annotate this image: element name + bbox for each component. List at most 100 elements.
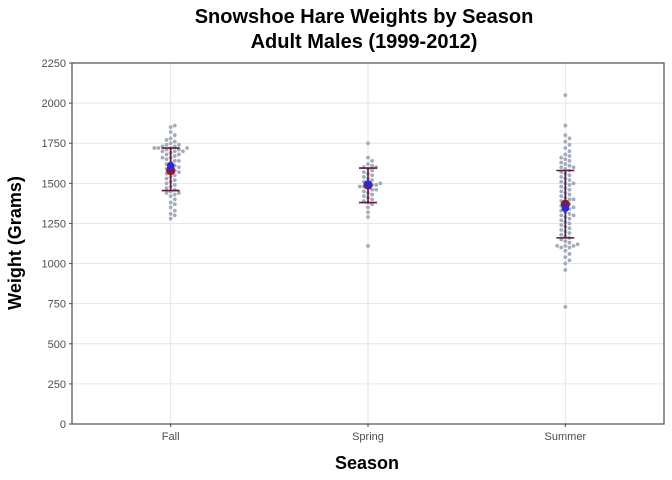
data-point	[567, 226, 572, 231]
data-point	[563, 304, 568, 309]
data-point	[362, 189, 366, 194]
data-point	[362, 170, 366, 175]
data-point	[563, 139, 568, 144]
y-tick-label: 0	[60, 419, 66, 431]
x-axis-title: Season	[335, 453, 399, 473]
data-point	[563, 162, 568, 166]
data-point	[172, 173, 177, 178]
data-point	[571, 181, 576, 186]
data-point	[559, 175, 564, 179]
data-point	[567, 173, 572, 178]
data-point	[559, 165, 564, 170]
data-point	[559, 213, 564, 218]
data-point	[559, 223, 564, 227]
data-point	[164, 157, 169, 162]
data-point	[362, 194, 366, 199]
data-point	[176, 142, 181, 147]
data-point	[567, 136, 572, 141]
data-point	[374, 187, 379, 192]
data-point	[172, 178, 177, 183]
data-point	[370, 192, 374, 197]
data-point	[168, 211, 173, 216]
y-tick-label: 1500	[42, 178, 66, 190]
data-point	[571, 205, 576, 210]
data-point	[168, 141, 173, 146]
data-point	[172, 133, 177, 138]
data-point	[555, 244, 560, 248]
data-point	[567, 163, 572, 168]
data-point	[571, 165, 576, 170]
data-point	[559, 184, 564, 189]
data-point	[563, 152, 568, 157]
data-point	[374, 183, 379, 187]
data-point	[164, 142, 169, 147]
data-point	[563, 255, 568, 260]
data-point	[366, 155, 370, 160]
data-point	[366, 205, 370, 210]
data-point	[168, 205, 173, 210]
data-point	[156, 146, 161, 150]
data-point	[567, 158, 572, 163]
data-point	[559, 245, 564, 250]
data-point	[168, 216, 173, 221]
y-tick-label: 750	[48, 299, 66, 311]
x-tick-label: Fall	[162, 431, 180, 443]
data-point	[571, 213, 576, 218]
data-point	[357, 184, 362, 189]
data-point	[559, 194, 564, 199]
data-point	[366, 215, 370, 219]
mean-marker	[364, 180, 372, 188]
data-point	[172, 213, 177, 218]
data-point	[172, 158, 177, 163]
data-point	[563, 248, 568, 253]
data-point	[571, 197, 576, 202]
y-tick-label: 1750	[42, 138, 66, 150]
y-tick-label: 1000	[42, 259, 66, 271]
data-points	[152, 93, 580, 309]
data-point	[563, 146, 568, 150]
data-point	[370, 187, 374, 192]
data-point	[567, 216, 572, 221]
y-tick-label: 2000	[42, 98, 66, 110]
data-point	[563, 268, 568, 272]
data-point	[563, 133, 568, 138]
data-point	[575, 242, 580, 247]
y-tick-label: 2250	[42, 58, 66, 70]
data-point	[567, 187, 572, 192]
data-point	[370, 178, 374, 183]
data-point	[370, 163, 374, 168]
grid	[72, 62, 664, 425]
data-point	[370, 168, 374, 173]
data-point	[370, 173, 374, 178]
data-point	[567, 240, 572, 245]
data-point	[567, 258, 572, 263]
data-point	[164, 176, 169, 181]
data-point	[362, 175, 366, 179]
data-point	[168, 200, 173, 205]
chart-title-line-1: Snowshoe Hare Weights by Season	[195, 6, 534, 28]
x-axis-ticks: Fall Spring Summer	[162, 424, 586, 443]
y-tick-label: 500	[48, 339, 66, 351]
data-point	[567, 231, 572, 235]
data-point	[559, 155, 564, 160]
data-point	[370, 197, 374, 202]
data-point	[160, 155, 165, 160]
data-point	[567, 154, 572, 158]
data-point	[172, 202, 177, 207]
data-point	[164, 138, 169, 142]
data-point	[563, 157, 568, 162]
data-point	[172, 149, 177, 154]
data-point	[563, 239, 568, 243]
mean-marker	[561, 204, 570, 213]
chart-title-line-2: Adult Males (1999-2012)	[251, 31, 478, 53]
data-point	[168, 130, 173, 134]
data-point	[168, 125, 173, 130]
data-point	[185, 146, 189, 150]
data-point	[567, 197, 572, 202]
data-point	[176, 152, 181, 157]
data-point	[164, 186, 169, 191]
data-point	[172, 139, 177, 144]
data-point	[172, 123, 177, 128]
data-point	[559, 179, 564, 184]
